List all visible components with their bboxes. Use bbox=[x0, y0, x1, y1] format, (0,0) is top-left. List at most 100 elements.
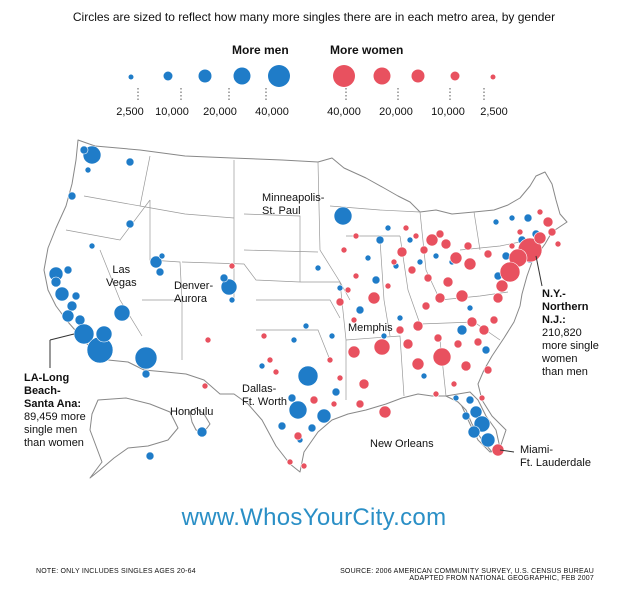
men-bubble bbox=[396, 314, 404, 322]
women-bubble bbox=[336, 374, 344, 382]
men-bubble-anchorage bbox=[145, 451, 155, 461]
women-bubble bbox=[309, 395, 319, 405]
women-bubble bbox=[384, 282, 392, 290]
women-bubble bbox=[419, 245, 429, 255]
women-bubble-st-louis bbox=[367, 291, 381, 305]
women-bubble-cincinnati bbox=[434, 292, 446, 304]
men-bubble-austin bbox=[288, 400, 308, 420]
men-bubble bbox=[155, 267, 165, 277]
women-bubble-new-orleans bbox=[378, 405, 392, 419]
women-bubble-nashville bbox=[412, 320, 424, 332]
label-memphis: Memphis bbox=[348, 322, 393, 334]
legend-men-value: 20,000 bbox=[203, 106, 237, 118]
legend-women-bubble bbox=[450, 71, 460, 81]
women-bubble-chicago bbox=[396, 246, 408, 258]
men-bubble bbox=[420, 372, 428, 380]
men-bubble bbox=[492, 218, 500, 226]
women-bubble bbox=[440, 238, 452, 250]
women-bubble bbox=[286, 458, 294, 466]
women-bubble bbox=[395, 325, 405, 335]
legend-more-women: More women bbox=[330, 43, 404, 57]
men-bubble bbox=[375, 235, 385, 245]
label-la-long-beach: LA-Long Beach- Santa Ana: 89,459 more si… bbox=[24, 372, 86, 449]
legend-men-value: 2,500 bbox=[116, 106, 144, 118]
source-note: SOURCE: 2006 AMERICAN COMMUNITY SURVEY, … bbox=[340, 568, 594, 582]
men-bubble-las-vegas bbox=[113, 304, 131, 322]
women-bubble bbox=[516, 228, 524, 236]
women-bubble bbox=[478, 324, 490, 336]
men-bubble bbox=[469, 405, 483, 419]
men-bubble-dallas bbox=[297, 365, 319, 387]
legend-men-bubble bbox=[233, 67, 251, 85]
women-bubble bbox=[495, 279, 509, 293]
men-bubble bbox=[71, 291, 81, 301]
women-bubble bbox=[453, 339, 463, 349]
women-bubble-miami bbox=[491, 443, 505, 457]
label-ny-northern-nj: N.Y.- Northern N.J.: 210,820 more single… bbox=[542, 288, 599, 378]
alaska-shape bbox=[89, 397, 179, 479]
men-bubble bbox=[328, 332, 336, 340]
men-bubble bbox=[466, 304, 474, 312]
women-bubble bbox=[478, 394, 486, 402]
women-bubble bbox=[463, 241, 473, 251]
men-bubble bbox=[258, 362, 266, 370]
women-bubble bbox=[260, 332, 268, 340]
label-minneapolis: Minneapolis- St. Paul bbox=[262, 192, 325, 217]
men-bubbles bbox=[48, 145, 541, 461]
women-bubble bbox=[272, 368, 280, 376]
men-bubble-sf bbox=[54, 286, 70, 302]
legend-women-value: 2,500 bbox=[480, 106, 508, 118]
legend-women-value: 10,000 bbox=[431, 106, 465, 118]
men-bubble-spokane bbox=[125, 157, 135, 167]
women-bubble bbox=[355, 399, 365, 409]
women-bubble bbox=[402, 224, 410, 232]
men-bubble-tucson bbox=[141, 369, 151, 379]
women-bubble bbox=[473, 337, 483, 347]
women-bubble bbox=[489, 315, 499, 325]
men-bubble bbox=[406, 236, 414, 244]
label-new-orleans: New Orleans bbox=[370, 438, 434, 450]
women-bubble-el-paso bbox=[201, 382, 209, 390]
women-bubble-philadelphia bbox=[499, 261, 521, 283]
women-bubble bbox=[455, 289, 469, 303]
women-bubble bbox=[423, 273, 433, 283]
legend-men-bubble bbox=[268, 65, 290, 87]
men-bubble bbox=[336, 284, 344, 292]
men-bubble bbox=[66, 300, 78, 312]
women-bubble bbox=[293, 431, 303, 441]
men-bubble bbox=[508, 214, 516, 222]
men-bubble bbox=[452, 394, 460, 402]
site-url-link[interactable]: www.WhosYourCity.com bbox=[181, 504, 447, 531]
women-bubble bbox=[450, 380, 458, 388]
label-dallas: Dallas- Ft. Worth bbox=[242, 383, 288, 408]
women-bubble bbox=[536, 208, 544, 216]
men-bubble bbox=[314, 264, 322, 272]
women-bubble bbox=[432, 390, 440, 398]
women-bubble bbox=[554, 240, 562, 248]
men-bubble bbox=[461, 411, 471, 421]
men-bubble bbox=[371, 275, 381, 285]
women-bubble-kansas-city bbox=[335, 297, 345, 307]
women-bubble bbox=[350, 316, 358, 324]
legend-women-value: 40,000 bbox=[327, 106, 361, 118]
women-bubble bbox=[204, 336, 212, 344]
men-bubble bbox=[79, 145, 89, 155]
men-bubble bbox=[331, 387, 341, 397]
men-bubble-portland bbox=[67, 191, 77, 201]
women-bubble bbox=[300, 462, 308, 470]
women-bubble bbox=[533, 231, 547, 245]
legend-men-bubble bbox=[198, 69, 212, 83]
men-bubble bbox=[158, 252, 166, 260]
men-bubble bbox=[384, 224, 392, 232]
women-bubble bbox=[433, 333, 443, 343]
women-bubble bbox=[344, 286, 352, 294]
women-bubble-memphis bbox=[373, 338, 391, 356]
legend-men-bubble bbox=[128, 74, 134, 80]
men-bubble bbox=[416, 258, 424, 266]
men-bubble bbox=[287, 393, 297, 403]
legend-women-bubble bbox=[373, 67, 391, 85]
women-bubble bbox=[466, 316, 478, 328]
women-bubble bbox=[483, 249, 493, 259]
men-bubble bbox=[63, 265, 73, 275]
